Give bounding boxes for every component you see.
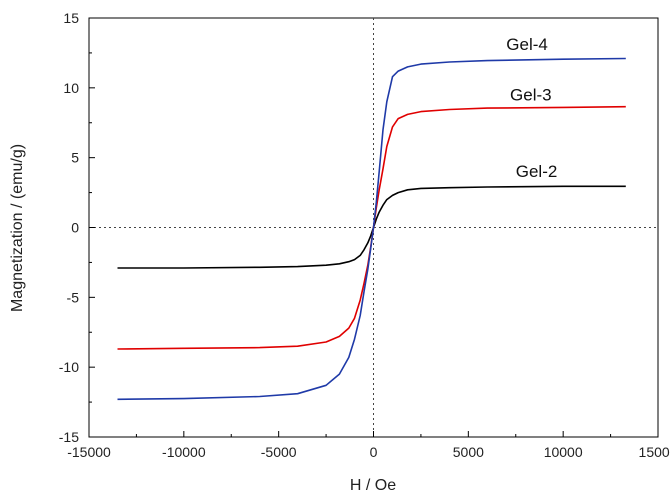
y-tick-label: -5 — [67, 289, 80, 305]
series-labels: Gel-2 Gel-3 Gel-4 — [506, 35, 557, 181]
x-tick-label: 0 — [370, 444, 378, 460]
x-axis-ticks: -15000 -10000 -5000 0 5000 10000 15000 — [67, 431, 670, 460]
y-tick-label: 10 — [63, 80, 79, 96]
y-tick-label: 15 — [63, 10, 79, 26]
x-tick-label: 5000 — [453, 444, 484, 460]
y-tick-label: -15 — [59, 429, 79, 445]
y-axis-title: Magnetization / (emu/g) — [9, 144, 26, 312]
x-axis-title: H / Oe — [350, 477, 396, 494]
x-tick-label: 10000 — [544, 444, 583, 460]
series-label-gel-2: Gel-2 — [516, 162, 558, 181]
series-layer — [117, 57, 626, 401]
y-tick-label: 0 — [71, 220, 79, 236]
y-tick-label: -10 — [59, 359, 79, 375]
series-line-gel-4 — [117, 57, 626, 401]
x-tick-label: -5000 — [261, 444, 297, 460]
series-label-gel-4: Gel-4 — [506, 35, 548, 54]
x-tick-label: -10000 — [162, 444, 206, 460]
y-tick-label: 5 — [71, 150, 79, 166]
y-axis-ticks: -15 -10 -5 0 5 10 15 — [59, 10, 95, 445]
x-tick-label: -15000 — [67, 444, 111, 460]
series-label-gel-3: Gel-3 — [510, 85, 552, 104]
x-tick-label: 15000 — [639, 444, 670, 460]
